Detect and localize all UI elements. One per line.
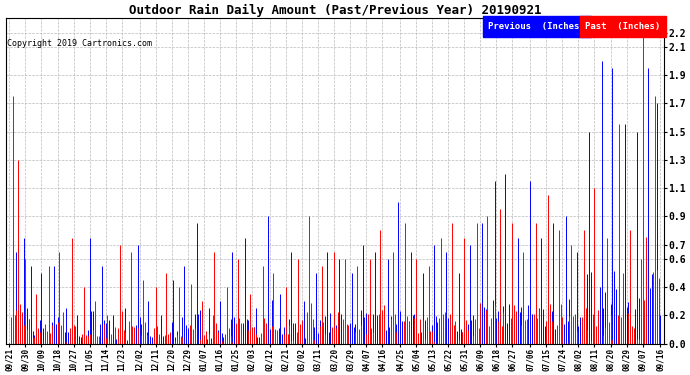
Title: Outdoor Rain Daily Amount (Past/Previous Year) 20190921: Outdoor Rain Daily Amount (Past/Previous… [128, 4, 541, 17]
Text: Copyright 2019 Cartronics.com: Copyright 2019 Cartronics.com [7, 39, 152, 48]
Legend: Previous  (Inches), Past  (Inches): Previous (Inches), Past (Inches) [486, 20, 662, 33]
